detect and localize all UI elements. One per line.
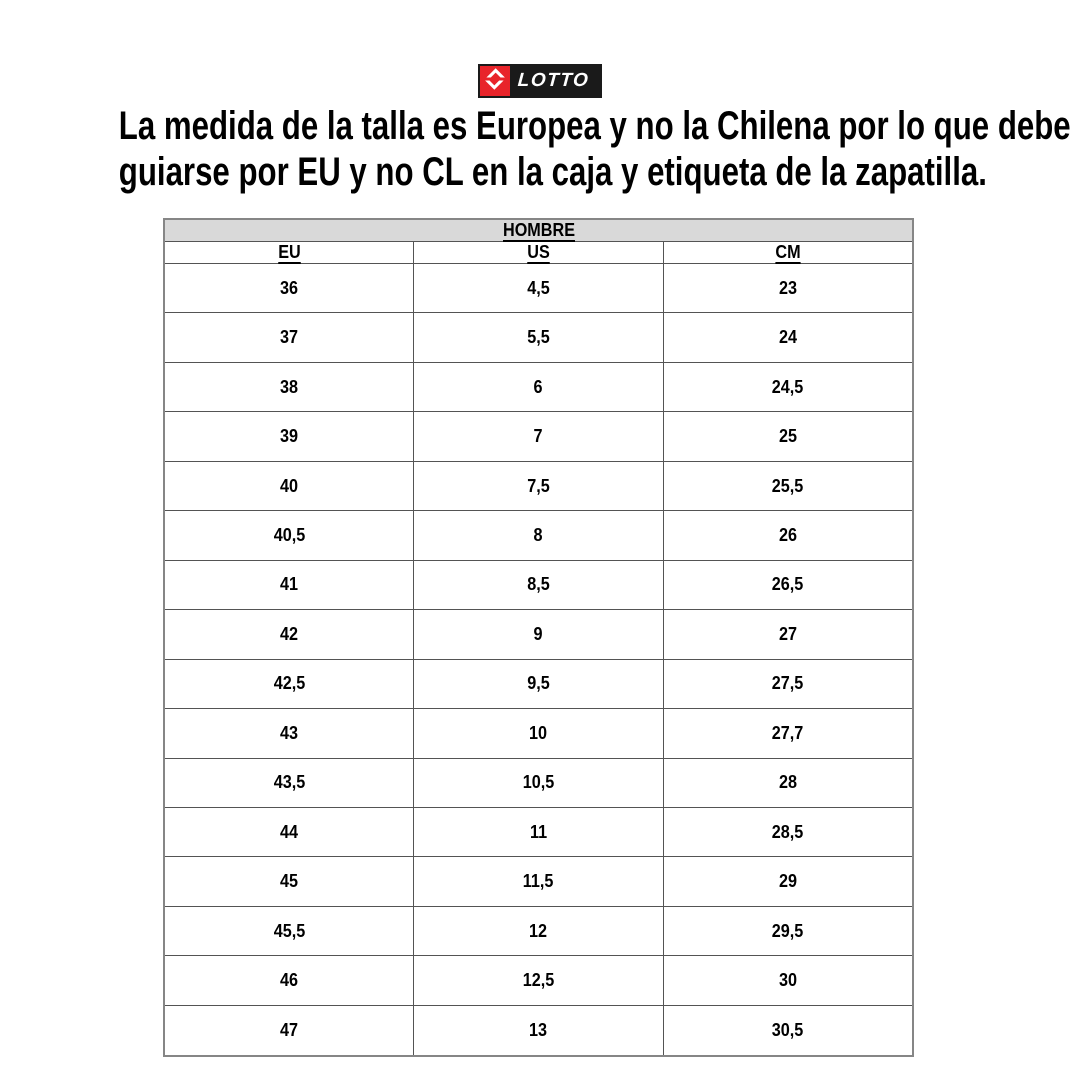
table-row: 40 7,5 25,5 bbox=[163, 460, 914, 512]
table-title-row: HOMBRE bbox=[163, 218, 914, 242]
table-row: 44 11 28,5 bbox=[163, 806, 914, 858]
table-row: 46 12,5 30 bbox=[163, 955, 914, 1006]
table-row: 47 13 30,5 bbox=[163, 1004, 914, 1057]
size-cell: 23 bbox=[662, 262, 914, 314]
size-cell: 44 bbox=[163, 806, 415, 858]
table-row: 45 11,5 29 bbox=[163, 856, 914, 907]
size-cell: 10 bbox=[413, 708, 664, 759]
heading-line-2: guiarse por EU y no CL en la caja y etiq… bbox=[118, 150, 987, 194]
size-cell: 27 bbox=[662, 609, 914, 660]
lotto-logo: LOTTO bbox=[478, 64, 602, 98]
table-header-row: EU US CM bbox=[163, 241, 914, 264]
table-row: 36 4,5 23 bbox=[163, 262, 914, 314]
size-cell: 12 bbox=[413, 905, 664, 957]
size-cell: 9 bbox=[413, 609, 664, 660]
size-cell: 12,5 bbox=[413, 955, 664, 1006]
size-cell: 4,5 bbox=[413, 262, 664, 314]
table-row: 42,5 9,5 27,5 bbox=[163, 658, 914, 710]
size-cell: 9,5 bbox=[413, 658, 664, 710]
size-table: HOMBRE EU US CM 36 4,5 23 37 5,5 24 38 6 24,5 39 7… bbox=[163, 218, 914, 1057]
size-cell: 38 bbox=[163, 361, 415, 413]
lotto-logo-text: LOTTO bbox=[517, 70, 591, 91]
size-table-body: 36 4,5 23 37 5,5 24 38 6 24,5 39 7 25 40 7,5 25,5 40,5 8… bbox=[163, 262, 914, 1057]
lotto-logo-red-panel bbox=[480, 66, 510, 96]
column-header-us: US bbox=[413, 241, 664, 264]
size-cell: 46 bbox=[163, 955, 415, 1006]
size-cell: 26 bbox=[662, 510, 914, 561]
column-header-cm: CM bbox=[662, 241, 914, 264]
size-cell: 26,5 bbox=[662, 559, 914, 611]
size-cell: 43 bbox=[163, 708, 415, 759]
size-cell: 43,5 bbox=[163, 757, 415, 808]
size-cell: 13 bbox=[413, 1004, 664, 1057]
size-cell: 27,5 bbox=[662, 658, 914, 710]
size-cell: 42,5 bbox=[163, 658, 415, 710]
size-cell: 28,5 bbox=[662, 806, 914, 858]
size-cell: 25,5 bbox=[662, 460, 914, 512]
size-cell: 7,5 bbox=[413, 460, 664, 512]
size-cell: 24 bbox=[662, 312, 914, 363]
column-header-eu: EU bbox=[163, 241, 415, 264]
size-cell: 25 bbox=[662, 411, 914, 462]
size-cell: 28 bbox=[662, 757, 914, 808]
table-row: 42 9 27 bbox=[163, 609, 914, 660]
size-cell: 29 bbox=[662, 856, 914, 907]
size-cell: 30 bbox=[662, 955, 914, 1006]
page-title: La medida de la talla es Europea y no la… bbox=[0, 103, 1080, 195]
lotto-double-diamond-icon bbox=[484, 67, 506, 95]
size-cell: 11 bbox=[413, 806, 664, 858]
size-cell: 8,5 bbox=[413, 559, 664, 611]
size-cell: 40,5 bbox=[163, 510, 415, 561]
table-title-hombre: HOMBRE bbox=[163, 218, 914, 242]
size-cell: 29,5 bbox=[662, 905, 914, 957]
table-row: 37 5,5 24 bbox=[163, 312, 914, 363]
size-cell: 5,5 bbox=[413, 312, 664, 363]
size-cell: 47 bbox=[163, 1004, 415, 1057]
size-cell: 37 bbox=[163, 312, 415, 363]
table-row: 38 6 24,5 bbox=[163, 361, 914, 413]
size-cell: 41 bbox=[163, 559, 415, 611]
size-cell: 10,5 bbox=[413, 757, 664, 808]
size-cell: 6 bbox=[413, 361, 664, 413]
size-cell: 11,5 bbox=[413, 856, 664, 907]
size-cell: 27,7 bbox=[662, 708, 914, 759]
table-row: 43 10 27,7 bbox=[163, 708, 914, 759]
size-cell: 30,5 bbox=[662, 1004, 914, 1057]
table-row: 41 8,5 26,5 bbox=[163, 559, 914, 611]
size-cell: 45 bbox=[163, 856, 415, 907]
size-cell: 42 bbox=[163, 609, 415, 660]
size-cell: 40 bbox=[163, 460, 415, 512]
size-cell: 39 bbox=[163, 411, 415, 462]
size-cell: 36 bbox=[163, 262, 415, 314]
heading-line-1: La medida de la talla es Europea y no la… bbox=[118, 104, 1071, 148]
size-table-container: HOMBRE EU US CM 36 4,5 23 37 5,5 24 38 6 24,5 39 7… bbox=[163, 218, 914, 1057]
size-cell: 45,5 bbox=[163, 905, 415, 957]
size-cell: 24,5 bbox=[662, 361, 914, 413]
table-row: 43,5 10,5 28 bbox=[163, 757, 914, 808]
table-row: 39 7 25 bbox=[163, 411, 914, 462]
size-cell: 8 bbox=[413, 510, 664, 561]
table-row: 40,5 8 26 bbox=[163, 510, 914, 561]
size-cell: 7 bbox=[413, 411, 664, 462]
table-row: 45,5 12 29,5 bbox=[163, 905, 914, 957]
